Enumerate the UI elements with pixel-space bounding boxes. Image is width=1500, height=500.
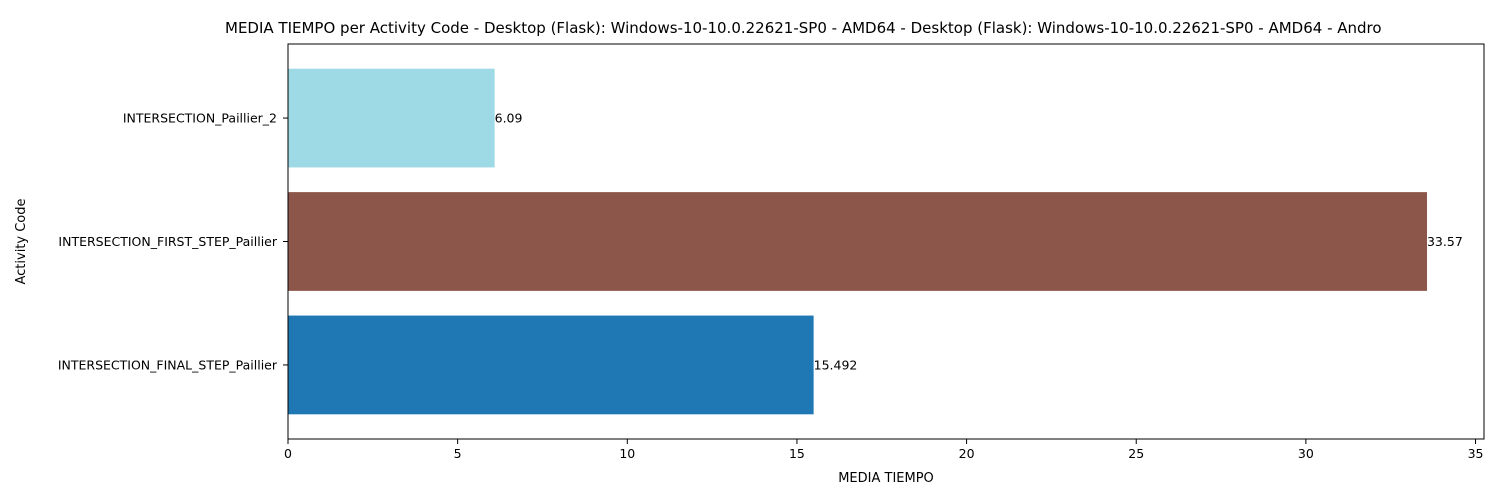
y-tick-label: INTERSECTION_FIRST_STEP_Paillier [58,234,277,249]
bar-intersection-paillier-2 [288,68,495,168]
y-tick-label: INTERSECTION_Paillier_2 [123,111,277,126]
y-axis-label: Activity Code [14,198,29,284]
bar-intersection-first-step-paillier [288,192,1427,291]
data-label: 33.57 [1427,234,1463,249]
x-tick-label: 5 [454,446,462,461]
x-tick-label: 25 [1128,446,1144,461]
x-tick-label: 20 [959,446,975,461]
x-axis-label: MEDIA TIEMPO [838,471,934,486]
x-axis-ticks: 0 5 10 15 20 25 30 35 [284,439,1483,461]
data-label: 15.492 [814,357,858,372]
bar-intersection-final-step-paillier [288,315,814,415]
y-tick-label: INTERSECTION_FINAL_STEP_Paillier [58,357,278,372]
x-tick-label: 15 [789,446,805,461]
bars-layer [288,68,1427,415]
data-label: 6.09 [495,111,523,126]
y-axis-ticks: INTERSECTION_FINAL_STEP_Paillier INTERSEC… [58,111,288,372]
x-tick-label: 0 [284,446,292,461]
data-labels: 15.492 33.57 6.09 [495,111,1463,373]
x-tick-label: 35 [1468,446,1484,461]
chart-title: MEDIA TIEMPO per Activity Code - Desktop… [225,19,1382,37]
x-tick-label: 10 [619,446,635,461]
x-tick-label: 30 [1298,446,1314,461]
